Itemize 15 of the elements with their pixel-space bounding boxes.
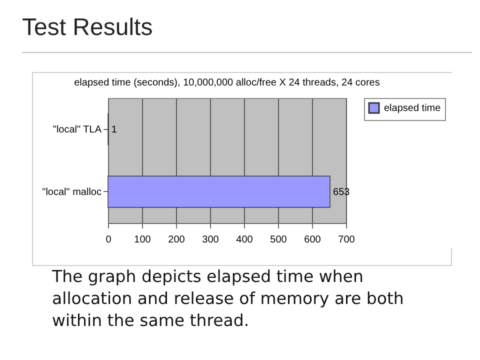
x-tick-label: 300 — [202, 234, 220, 246]
y-tick-label: "local" malloc — [42, 186, 102, 198]
chart-title: Test Results — [22, 14, 153, 42]
x-tick-label: 200 — [168, 234, 186, 246]
x-tick-label: 100 — [134, 234, 152, 246]
y-tick-label: "local" TLA — [52, 124, 102, 136]
x-tick-label: 0 — [106, 234, 112, 246]
x-tick-label: 500 — [270, 234, 288, 246]
data-label: 1 — [111, 124, 118, 136]
legend-label: elapsed time — [384, 103, 442, 114]
text: The graph depicts elapsed time when allocation and release of memory are both within the same thread. — [52, 266, 405, 332]
x-tick-label: 400 — [236, 234, 254, 246]
x-tick-label: 700 — [338, 234, 356, 246]
x-tick-label: 600 — [304, 234, 322, 246]
chart-subtitle: elapsed time (seconds), 10,000,000 alloc/free X 24 threads, 24 cores — [74, 78, 380, 88]
